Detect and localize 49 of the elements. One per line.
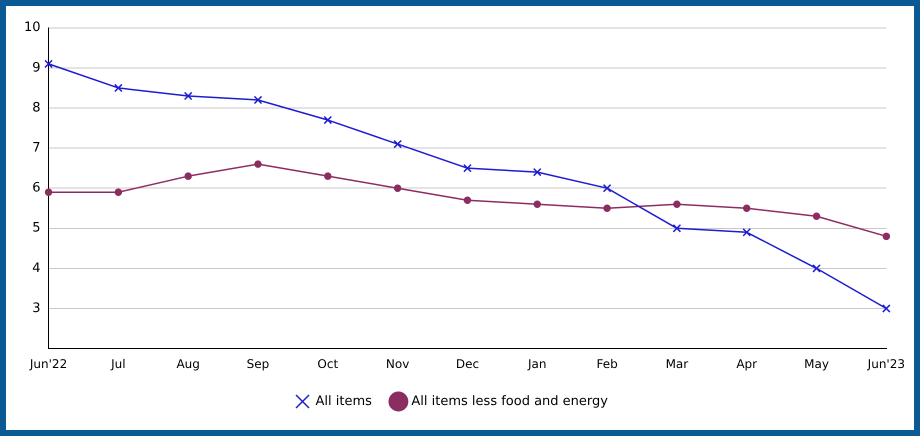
x-tick-label: Jul: [110, 356, 126, 371]
x-tick-label: Mar: [666, 356, 688, 371]
point: [114, 84, 123, 92]
point: [742, 228, 751, 237]
point: [603, 204, 611, 212]
x-tick-label: Jun'23: [866, 356, 906, 371]
x-tick-label: Nov: [386, 356, 410, 371]
x-tick-label: Feb: [596, 356, 618, 371]
y-tick-label: 3: [32, 300, 41, 316]
point: [324, 116, 332, 124]
point: [184, 172, 192, 180]
legend-label: All items: [316, 394, 372, 409]
point: [44, 60, 53, 68]
x-tick-label: Apr: [736, 356, 758, 371]
point: [742, 204, 750, 212]
y-tick-label: 10: [24, 20, 41, 36]
point: [114, 188, 122, 196]
point: [532, 168, 542, 176]
point: [602, 184, 612, 192]
point: [672, 224, 682, 233]
point: [324, 172, 332, 180]
legend-label: All items less food and energy: [411, 394, 608, 409]
point: [534, 200, 542, 208]
point: [812, 264, 821, 273]
y-tick-label: 9: [32, 60, 41, 76]
x-tick-label: Oct: [317, 356, 338, 371]
x-tick-label: Aug: [176, 356, 200, 371]
y-tick-label: 4: [32, 260, 41, 276]
point: [882, 304, 891, 313]
y-tick-label: 8: [32, 100, 41, 116]
point: [254, 160, 262, 168]
point: [464, 196, 472, 204]
point: [254, 96, 262, 104]
x-tick-label: Jun'22: [28, 356, 68, 371]
x-tick-label: Jan: [527, 356, 547, 371]
x-tick-label: Dec: [456, 356, 480, 371]
point: [812, 212, 820, 220]
point: [882, 232, 890, 240]
y-tick-label: 7: [32, 140, 41, 156]
point: [394, 184, 402, 192]
point: [463, 164, 472, 172]
y-tick-label: 6: [32, 180, 41, 196]
point: [44, 188, 52, 196]
point: [393, 140, 402, 148]
y-tick-label: 5: [32, 220, 41, 236]
x-tick-label: May: [804, 356, 829, 371]
point: [184, 92, 192, 100]
x-tick-label: Sep: [246, 356, 270, 371]
point: [673, 200, 681, 208]
